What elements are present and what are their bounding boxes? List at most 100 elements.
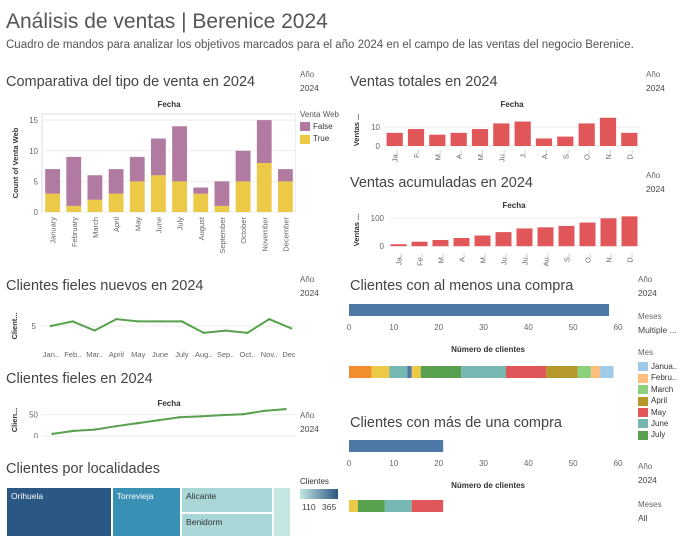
bar-true (151, 175, 166, 212)
bar (429, 134, 446, 146)
legend-item-true[interactable]: True (300, 134, 339, 144)
page-subtitle: Cuadro de mandos para analizar los objet… (6, 39, 634, 51)
x-tick-label: S.. (561, 150, 570, 159)
treemap-cell[interactable] (273, 487, 291, 537)
data-point (51, 432, 54, 436)
legend-label: Janua.. (651, 362, 678, 371)
data-point (157, 419, 160, 422)
x-tick-label: D.. (625, 150, 634, 160)
section-title-clientes-fieles-nuevos: Clientes fieles nuevos en 2024 (6, 278, 204, 294)
filter-ano-value[interactable]: 2024 (300, 288, 319, 298)
filter-meses-value[interactable]: All (638, 513, 648, 523)
treemap-cell[interactable]: Alicante (181, 487, 274, 513)
x-tick-label: 50 (569, 323, 578, 332)
x-tick-label: 40 (524, 459, 533, 468)
section-title-ventas-totales: Ventas totales en 2024 (350, 74, 498, 90)
filter-ano-label: Año (638, 275, 653, 284)
bar-true (235, 181, 251, 212)
x-tick-label: October (239, 217, 248, 244)
bar-false (235, 150, 251, 182)
month-segment (411, 500, 444, 512)
bar (537, 227, 554, 247)
series-line (52, 408, 286, 435)
bar-true (108, 193, 124, 212)
y-tick-label: 0 (376, 142, 381, 151)
x-tick-label: June (152, 350, 168, 359)
bar-true (66, 205, 82, 212)
treemap-cell[interactable]: Orihuela (6, 487, 112, 537)
filter-ano-label: Año (646, 70, 661, 79)
legend-item-mes[interactable]: Febru.. (638, 373, 698, 383)
legend-clientes-min: 110 (302, 502, 316, 512)
bar (516, 228, 533, 247)
legend-item-mes[interactable]: Janua.. (638, 362, 698, 372)
x-tick-label: M.. (479, 253, 488, 263)
legend-swatch (638, 373, 648, 383)
bar (432, 239, 449, 247)
bar-false (129, 156, 145, 182)
filter-ano-label: Año (638, 462, 653, 471)
bar-false (172, 126, 187, 182)
bar (450, 132, 467, 146)
data-point (246, 331, 249, 335)
bar (621, 216, 638, 247)
legend-label: June (651, 418, 669, 428)
y-tick-label: 0 (34, 208, 39, 217)
legend-clientes-gradient (300, 489, 338, 499)
legend-item-mes[interactable]: March (638, 385, 698, 395)
filter-ano-value[interactable]: 2024 (300, 83, 319, 93)
x-tick-label: Fe.. (416, 253, 425, 266)
page-title: Análisis de ventas | Berenice 2024 (6, 10, 328, 33)
x-axis-header: Fecha (502, 201, 526, 210)
x-tick-label: September (218, 216, 227, 253)
series-line (50, 318, 292, 334)
data-point (137, 320, 140, 323)
filter-ano-value[interactable]: 2024 (638, 475, 657, 485)
section-title-clientes-localidades: Clientes por localidades (6, 461, 160, 477)
legend-label: False (313, 122, 333, 131)
x-tick-label: S.. (563, 253, 572, 262)
legend-item-false[interactable]: False (300, 122, 339, 132)
filter-ano-label: Año (646, 171, 661, 180)
x-tick-label: August (197, 216, 206, 240)
filter-ano-value[interactable]: 2024 (638, 288, 657, 298)
legend-item-mes[interactable]: June (638, 418, 698, 429)
x-tick-label: Oct.. (239, 350, 255, 359)
x-tick-label: Ju.. (521, 253, 530, 265)
month-segment (349, 366, 372, 378)
x-tick-label: July (175, 350, 189, 359)
filter-ano-value[interactable]: 2024 (300, 424, 319, 434)
y-tick-label: 0 (34, 432, 39, 438)
legend-item-mes[interactable]: July (638, 430, 698, 440)
bar-true (193, 193, 209, 212)
bar (557, 136, 574, 146)
bar (600, 218, 617, 247)
filter-ano-value[interactable]: 2024 (646, 83, 665, 93)
section-title-ventas-acumuladas: Ventas acumuladas en 2024 (350, 175, 533, 191)
legend-label: True (313, 134, 330, 144)
x-tick-label: Nov.. (261, 350, 278, 359)
bar-false (45, 169, 60, 194)
chart-clientes-fieles: Fecha Clien... 0 50 (10, 399, 296, 438)
treemap-cell[interactable]: Benidorm (181, 512, 274, 537)
bar (493, 123, 510, 146)
data-point (72, 429, 75, 433)
x-tick-label: 0 (347, 323, 352, 332)
legend-swatch (638, 385, 648, 395)
legend-item-mes[interactable]: May (638, 408, 698, 417)
data-point (115, 317, 118, 321)
x-tick-label: 40 (524, 323, 533, 332)
x-tick-label: Au.. (542, 253, 551, 266)
filter-meses-value[interactable]: Multiple ... (638, 325, 677, 335)
bar (453, 238, 470, 247)
bar (535, 138, 553, 146)
x-tick-label: Ja.. (395, 253, 404, 265)
x-axis-header: Fecha (157, 100, 181, 109)
x-tick-label: 30 (479, 323, 488, 332)
legend-item-mes[interactable]: April (638, 396, 698, 406)
y-tick-label: 10 (371, 123, 380, 132)
data-point (178, 416, 181, 419)
filter-ano-value[interactable]: 2024 (646, 184, 665, 194)
treemap-cell[interactable]: Torrevieja (111, 487, 182, 537)
legend-swatch (638, 419, 648, 429)
